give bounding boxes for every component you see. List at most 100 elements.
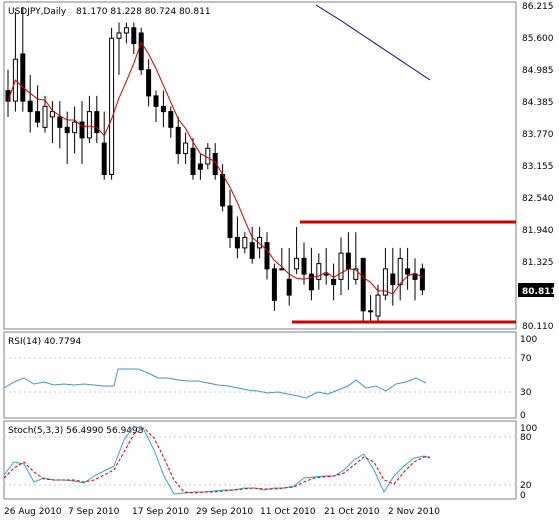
price-tick-label: 81.940 (522, 226, 554, 236)
candle-body (412, 273, 418, 280)
candle-body (160, 105, 166, 113)
candle-body (183, 142, 189, 155)
stoch-signal-line (3, 427, 430, 494)
candle-body (101, 142, 107, 176)
candlesticks (5, 6, 425, 322)
candle-body (57, 116, 63, 128)
candle-body (27, 100, 33, 113)
candle-body (109, 37, 115, 176)
current-price-label: 80.811 (522, 287, 557, 297)
candle-body (316, 263, 322, 280)
candle-body (35, 111, 41, 123)
candle-body (279, 268, 285, 271)
candle-body (212, 153, 218, 176)
candle-body (153, 95, 159, 107)
candle-body (20, 53, 26, 102)
candle-body (390, 273, 396, 286)
candle-body (116, 32, 122, 39)
candle-body (249, 242, 255, 259)
stoch-tick-80: 80 (520, 433, 532, 443)
candle-body (220, 174, 226, 207)
candle-body (234, 236, 240, 249)
candle-body (286, 278, 292, 296)
date-label: 26 Aug 2010 (4, 507, 62, 517)
candle-body (123, 27, 129, 34)
candle-body (94, 111, 100, 134)
candle-body (397, 257, 403, 286)
candle-body (190, 147, 196, 176)
candle-body (382, 268, 388, 296)
date-label: 2 Nov 2010 (388, 507, 440, 517)
candle-body (168, 111, 174, 128)
slow-moving-average-line (315, 4, 431, 81)
rsi-tick-70: 70 (520, 354, 532, 364)
candle-body (42, 105, 48, 128)
slow-ma-line (315, 4, 431, 81)
candle-body (308, 273, 314, 291)
candle-body (242, 236, 248, 249)
candle-body (197, 163, 203, 170)
candle-body (72, 121, 78, 134)
stoch-main-line (3, 425, 431, 495)
stoch-panel[interactable] (3, 420, 517, 500)
rsi-tick-0: 0 (520, 411, 526, 421)
price-tick-label: 83.770 (522, 130, 554, 140)
price-axis: 86.215 85.600 84.985 84.385 83.770 83.155 82.5… (522, 2, 554, 332)
candle-body (345, 252, 351, 270)
price-tick-label: 84.985 (522, 66, 554, 76)
date-label: 7 Sep 2010 (68, 507, 120, 517)
current-price-marker (518, 283, 554, 297)
price-tick-label: 86.215 (522, 2, 554, 12)
date-label: 11 Oct 2010 (260, 507, 316, 517)
stoch-tick-0: 0 (520, 491, 526, 501)
rsi-title: RSI(14) 40.7794 (8, 337, 81, 347)
candle-body (49, 111, 55, 118)
candle-body (419, 268, 425, 291)
rsi-line (3, 368, 427, 399)
candle-body (86, 111, 92, 139)
ohlc-label: 81.170 81.228 80.724 80.811 (76, 7, 211, 17)
candle-body (79, 121, 85, 139)
candle-body (301, 257, 307, 275)
stoch-title: Stoch(5,3,3) 56.4990 56.9493 (8, 426, 143, 436)
date-label: 17 Sep 2010 (132, 507, 189, 517)
candle-body (323, 273, 329, 276)
fast-moving-average-line (7, 41, 423, 295)
candle-body (227, 205, 233, 238)
rsi-panel[interactable] (3, 331, 517, 419)
candle-body (405, 268, 411, 275)
date-axis: 26 Aug 2010 7 Sep 2010 17 Sep 2010 29 Se… (4, 507, 440, 517)
price-tick-label: 81.325 (522, 258, 554, 268)
candle-body (294, 257, 300, 270)
price-tick-label: 83.155 (522, 162, 554, 172)
candle-body (375, 294, 381, 317)
stoch-tick-20: 20 (520, 481, 532, 491)
fast-ma-line (7, 41, 423, 295)
stoch-tick-100: 100 (520, 424, 537, 434)
price-tick-label: 84.385 (522, 98, 554, 108)
candle-body (264, 242, 270, 270)
candle-body (257, 236, 263, 249)
date-label: 29 Sep 2010 (196, 507, 253, 517)
candle-body (331, 278, 337, 286)
candle-body (131, 27, 137, 44)
candle-body (205, 147, 211, 165)
price-tick-label: 80.110 (522, 322, 554, 332)
candle-body (175, 126, 181, 155)
symbol-label: USDJPY,Daily (8, 7, 67, 17)
candle-body (138, 32, 144, 71)
price-panel[interactable] (3, 1, 517, 330)
candle-body (271, 268, 277, 301)
rsi-tick-30: 30 (520, 388, 532, 398)
candle-body (360, 257, 366, 312)
candle-body (338, 252, 344, 280)
date-label: 21 Oct 2010 (324, 507, 380, 517)
rsi-tick-100: 100 (520, 335, 537, 345)
candle-body (146, 69, 152, 97)
price-tick-label: 85.600 (522, 34, 554, 44)
candle-body (64, 126, 70, 134)
candle-body (353, 268, 359, 280)
candle-body (368, 310, 374, 313)
price-tick-label: 82.540 (522, 194, 554, 204)
